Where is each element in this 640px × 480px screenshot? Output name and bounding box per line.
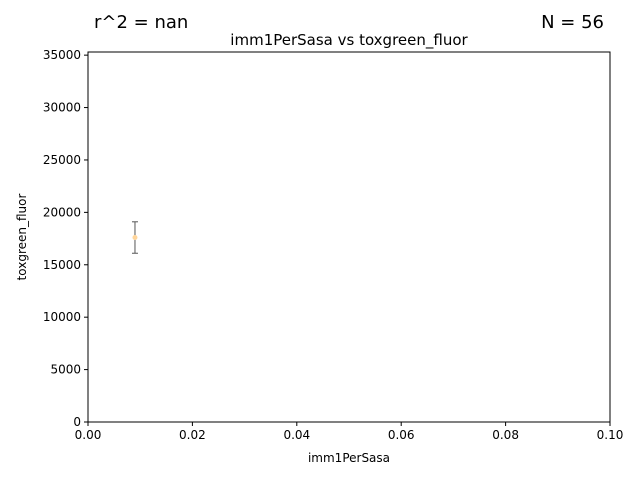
y-tick-label: 10000: [43, 310, 81, 324]
y-tick-label: 25000: [43, 153, 81, 167]
y-tick-label: 15000: [43, 258, 81, 272]
x-tick-label: 0.02: [179, 428, 206, 442]
x-axis-label: imm1PerSasa: [308, 451, 390, 465]
data-points: [131, 221, 138, 254]
data-point: [132, 235, 138, 241]
y-tick-label: 0: [73, 415, 81, 429]
sample-count-label: N = 56: [541, 12, 604, 33]
x-tick-label: 0.06: [388, 428, 415, 442]
y-axis: 0 5000 10000 15000 20000 25000 30000 35000: [43, 48, 88, 429]
chart-title: imm1PerSasa vs toxgreen_fluor: [230, 31, 468, 50]
y-tick-label: 20000: [43, 205, 81, 219]
y-tick-label: 5000: [50, 363, 81, 377]
y-tick-label: 30000: [43, 101, 81, 115]
y-axis-label: toxgreen_fluor: [15, 194, 29, 281]
x-tick-label: 0.10: [597, 428, 624, 442]
x-axis: 0.00 0.02 0.04 0.06 0.08 0.10: [75, 422, 624, 442]
x-tick-label: 0.08: [492, 428, 519, 442]
y-tick-label: 35000: [43, 48, 81, 62]
x-tick-label: 0.00: [75, 428, 102, 442]
x-tick-label: 0.04: [283, 428, 310, 442]
plot-frame: [87, 51, 611, 423]
r-squared-label: r^2 = nan: [94, 12, 189, 33]
